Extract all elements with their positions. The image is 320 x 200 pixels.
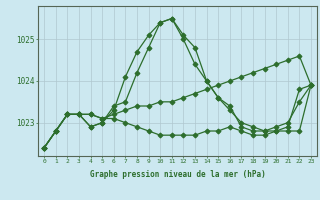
X-axis label: Graphe pression niveau de la mer (hPa): Graphe pression niveau de la mer (hPa) <box>90 170 266 179</box>
